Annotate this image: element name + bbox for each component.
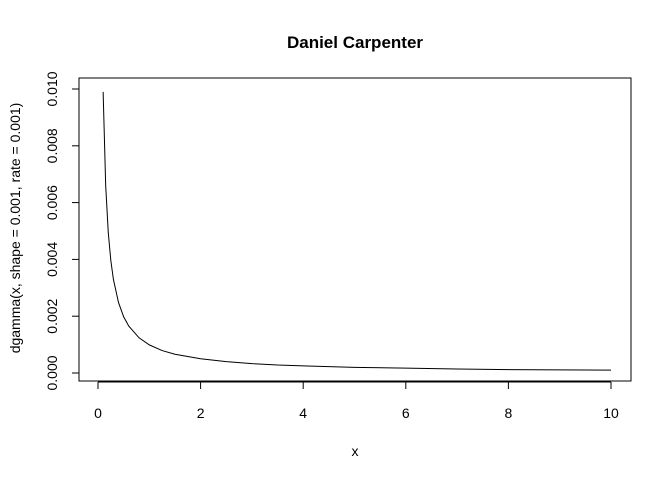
x-tick-label: 4 bbox=[299, 405, 307, 421]
y-tick-label: 0.006 bbox=[44, 185, 60, 220]
x-tick-label: 2 bbox=[197, 405, 205, 421]
y-tick-label: 0.002 bbox=[44, 298, 60, 333]
x-tick-label: 10 bbox=[603, 405, 619, 421]
x-axis-label: x bbox=[352, 443, 359, 459]
y-tick-label: 0.004 bbox=[44, 242, 60, 277]
y-tick-label: 0.008 bbox=[44, 128, 60, 163]
x-tick-label: 8 bbox=[505, 405, 513, 421]
x-axis: 0 2 4 6 8 10 bbox=[94, 381, 619, 421]
y-axis: 0.000 0.002 0.004 0.006 0.008 0.010 bbox=[44, 71, 80, 391]
y-tick-label: 0.010 bbox=[44, 71, 60, 106]
y-tick-label: 0.000 bbox=[44, 355, 60, 390]
x-tick-label: 0 bbox=[94, 405, 102, 421]
chart-title: Daniel Carpenter bbox=[287, 33, 423, 52]
x-tick-label: 6 bbox=[402, 405, 410, 421]
series-line bbox=[102, 91, 612, 371]
y-axis-label: dgamma(x, shape = 0.001, rate = 0.001) bbox=[7, 103, 23, 354]
series-layer bbox=[102, 91, 612, 371]
